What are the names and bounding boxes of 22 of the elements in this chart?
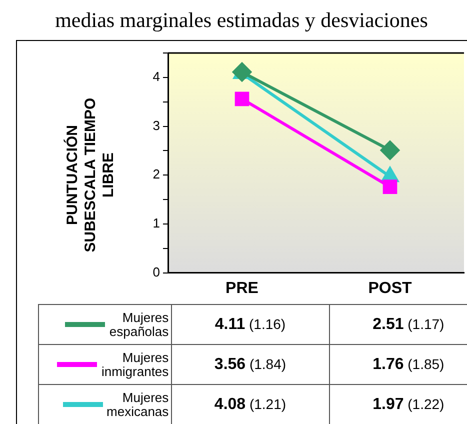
chart-title: medias marginales estimadas y desviaciones [54,8,429,33]
point [232,62,252,82]
data-label: 2.51 (1.17) [329,304,467,344]
point [382,180,398,194]
data-label: 4.11 (1.16) [171,304,330,344]
y-tick-label: 1 [152,216,160,231]
y-tick-label: 4 [152,69,160,84]
x-tick-label: POST [368,280,412,297]
data-label: 1.97 (1.22) [329,384,467,424]
data-label: 4.08 (1.21) [171,384,330,424]
point [380,140,400,160]
data-label: 1.76 (1.85) [329,344,467,384]
y-tick-label: 3 [152,118,160,133]
y-tick-label: 2 [152,166,160,182]
legend-label: Mujeres españolas [109,310,169,338]
legend-label: Mujeres mexicanas [106,390,169,418]
point [234,92,250,106]
legend-label: Mujeres inmigrantes [101,350,169,378]
y-axis-title: PUNTUACIÓN SUBESCALA TIEMPO LIBRE [62,96,118,254]
data-label: 3.56 (1.84) [171,344,330,384]
x-tick-label: PRE [226,280,259,297]
y-tick-label: 0 [152,264,160,280]
